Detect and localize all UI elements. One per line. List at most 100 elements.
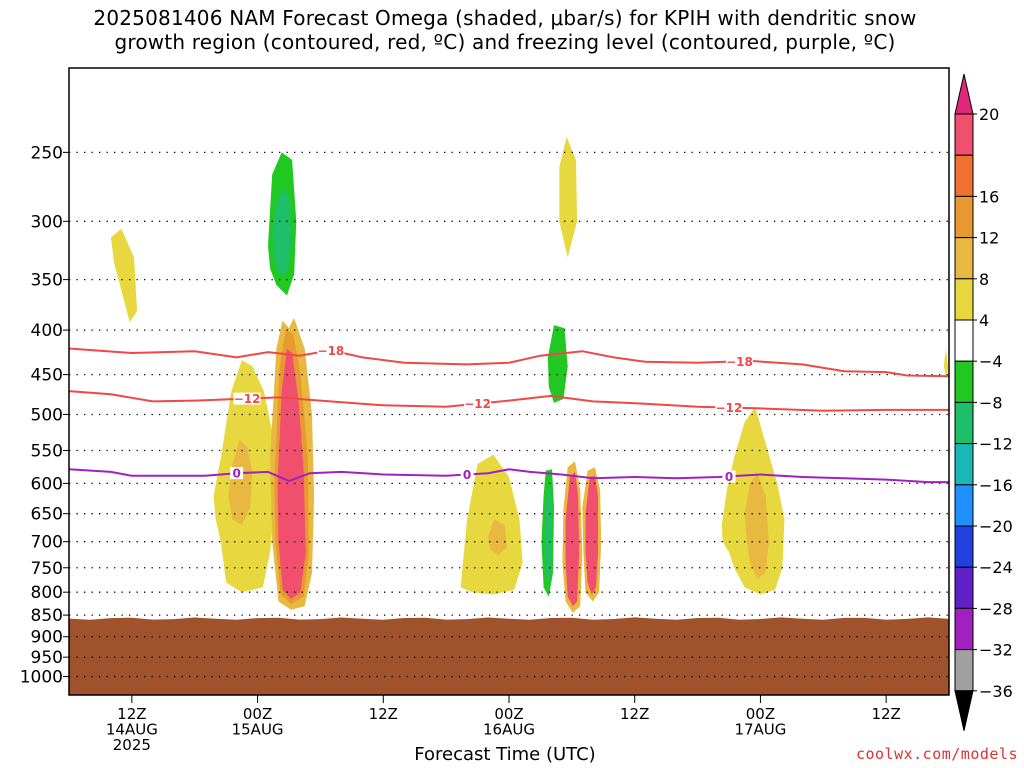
y-tick-label-350: 350 — [31, 271, 63, 291]
contour-label-0-1: −18 — [726, 355, 753, 369]
colorbar-swatch-5 — [954, 319, 974, 362]
ground-terrain — [69, 617, 949, 695]
omega-region-26 — [629, 577, 670, 607]
omega-region-20 — [580, 320, 593, 415]
colorbar-swatch-7 — [954, 401, 974, 445]
contour-label-2-2: 0 — [725, 470, 733, 484]
colorbar-label-0: 20 — [979, 105, 999, 124]
colorbar-swatch-12 — [954, 607, 974, 651]
plot-content: −18 −18 −12 −12 −12 0 0 0 — [69, 124, 949, 695]
omega-region-24 — [585, 475, 598, 595]
x-tick-label-3-0: 00Z — [494, 705, 523, 723]
contour-label-2-1: 0 — [463, 468, 471, 482]
y-tick-label-800: 800 — [31, 583, 63, 603]
x-tick-label-5-1: 17AUG — [734, 721, 786, 739]
omega-region-30 — [821, 592, 873, 613]
y-tick-label-500: 500 — [31, 405, 63, 425]
plot-frame — [68, 67, 950, 696]
y-tick-label-1000: 1000 — [20, 668, 63, 688]
colorbar-label-8: −16 — [979, 476, 1013, 495]
omega-region-29 — [794, 541, 824, 603]
contour-label-bg-1-2 — [715, 401, 743, 414]
colorbar-label-11: −28 — [979, 599, 1013, 618]
x-tick-label-6-0: 12Z — [871, 705, 900, 723]
contour-label-0-0: −18 — [318, 344, 345, 358]
colorbar-swatch-1 — [954, 154, 974, 197]
y-tick-label-850: 850 — [31, 606, 63, 626]
colorbar-swatch-13 — [954, 649, 974, 692]
contour-label-1-0: −12 — [234, 392, 261, 406]
omega-region-19 — [547, 325, 568, 403]
contour-label-bg-0-0 — [317, 344, 345, 357]
colorbar-swatch-8 — [954, 443, 974, 486]
omega-region-17 — [545, 483, 552, 588]
contour-label-1-1: −12 — [464, 397, 491, 411]
colorbar-label-10: −24 — [979, 558, 1013, 577]
omega-region-1 — [90, 410, 141, 552]
chart-title-line-1: 2025081406 NAM Forecast Omega (shaded, μ… — [93, 6, 917, 30]
y-tick-label-950: 950 — [31, 648, 63, 668]
colorbar-swatch-6 — [954, 360, 974, 403]
colorbar-swatch-3 — [954, 237, 974, 280]
omega-region-9 — [272, 188, 292, 275]
omega-region-31 — [931, 346, 939, 433]
omega-region-0 — [110, 228, 138, 323]
colorbar-swatch-11 — [954, 566, 974, 609]
colorbar-bottom-arrow — [954, 690, 974, 731]
colorbar-label-4: 4 — [979, 311, 989, 330]
colorbar-swatch-9 — [954, 484, 974, 527]
source-credit: coolwx.com/models — [855, 745, 1018, 763]
x-axis-label: Forecast Time (UTC) — [414, 744, 596, 765]
y-tick-label-300: 300 — [31, 212, 63, 232]
colorbar-label-1: 16 — [979, 187, 999, 206]
y-tick-label-400: 400 — [31, 321, 63, 341]
contour-label-bg-1-0 — [233, 392, 261, 405]
chart-title-line-2: growth region (contoured, red, ºC) and f… — [114, 30, 896, 54]
y-tick-label-450: 450 — [31, 366, 63, 386]
colorbar-label-3: 8 — [979, 270, 989, 289]
contour-line-2 — [69, 468, 949, 484]
omega-region-11 — [370, 425, 384, 481]
x-tick-label-0-0: 12Z — [117, 705, 146, 723]
colorbar-swatch-10 — [954, 525, 974, 568]
omega-region-13 — [488, 519, 507, 555]
omega-region-12 — [460, 454, 523, 595]
x-tick-label-5-0: 00Z — [746, 705, 775, 723]
contour-label-bg-2-1 — [460, 468, 474, 481]
contour-line-0 — [69, 347, 949, 378]
colorbar-top-arrow — [954, 73, 974, 115]
omega-region-28 — [744, 473, 769, 579]
x-tick-label-0-1: 14AUG — [106, 721, 158, 739]
contour-label-bg-2-0 — [230, 467, 244, 480]
y-tick-label-250: 250 — [31, 143, 63, 163]
colorbar-label-12: −32 — [979, 641, 1013, 660]
colorbar-swatch-4 — [954, 278, 974, 321]
omega-region-10 — [315, 470, 339, 613]
colorbar-label-13: −36 — [979, 682, 1013, 701]
y-tick-label-650: 650 — [31, 505, 63, 525]
colorbar-swatch-0 — [954, 113, 974, 156]
x-tick-label-3-1: 16AUG — [483, 721, 535, 739]
x-tick-label-2-0: 12Z — [369, 705, 398, 723]
omega-region-3 — [228, 440, 253, 526]
omega-region-25 — [603, 601, 609, 618]
omega-region-14 — [559, 136, 578, 258]
contour-line-1 — [69, 390, 949, 412]
omega-region-32 — [943, 348, 948, 379]
colorbar-label-2: 12 — [979, 229, 999, 248]
x-tick-label-1-0: 00Z — [243, 705, 272, 723]
omega-region-33 — [134, 585, 141, 590]
y-tick-label-700: 700 — [31, 533, 63, 553]
omega-region-22 — [565, 471, 580, 607]
x-tick-label-4-0: 12Z — [620, 705, 649, 723]
contour-label-bg-1-1 — [464, 397, 492, 410]
y-tick-label-600: 600 — [31, 474, 63, 494]
colorbar-label-6: −8 — [979, 393, 1003, 412]
y-tick-label-550: 550 — [31, 442, 63, 462]
colorbar-swatch-2 — [954, 195, 974, 239]
y-tick-label-750: 750 — [31, 559, 63, 579]
contour-label-bg-2-2 — [722, 470, 736, 483]
y-tick-label-900: 900 — [31, 628, 63, 648]
contour-label-2-0: 0 — [232, 467, 240, 481]
